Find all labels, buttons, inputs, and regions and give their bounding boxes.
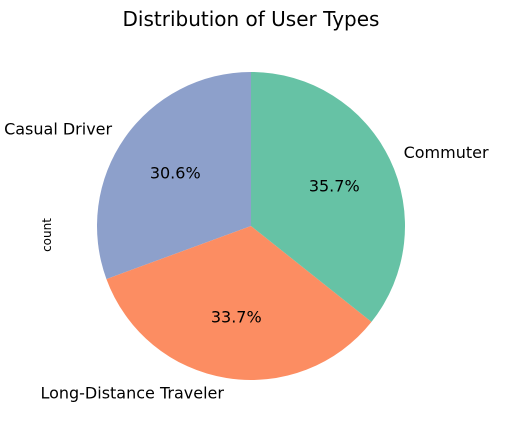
pct-label-commuter: 35.7% bbox=[309, 176, 360, 195]
y-axis-label: count bbox=[40, 218, 54, 252]
pie-slice-long-distance-traveler bbox=[106, 226, 372, 381]
pie-slice-commuter bbox=[251, 72, 406, 322]
pie-slices bbox=[97, 72, 406, 381]
pct-label-casual-driver: 30.6% bbox=[150, 164, 201, 183]
pie-slice-casual-driver bbox=[97, 72, 252, 280]
pie-labels: 30.6% Casual Driver 33.7% Long-Distance Tra… bbox=[4, 120, 489, 403]
chart-title: Distribution of User Types bbox=[123, 7, 380, 31]
pct-label-long-distance-traveler: 33.7% bbox=[211, 308, 262, 327]
category-label-casual-driver: Casual Driver bbox=[4, 120, 112, 139]
category-label-commuter: Commuter bbox=[404, 143, 489, 162]
category-label-long-distance-traveler: Long-Distance Traveler bbox=[40, 384, 224, 403]
